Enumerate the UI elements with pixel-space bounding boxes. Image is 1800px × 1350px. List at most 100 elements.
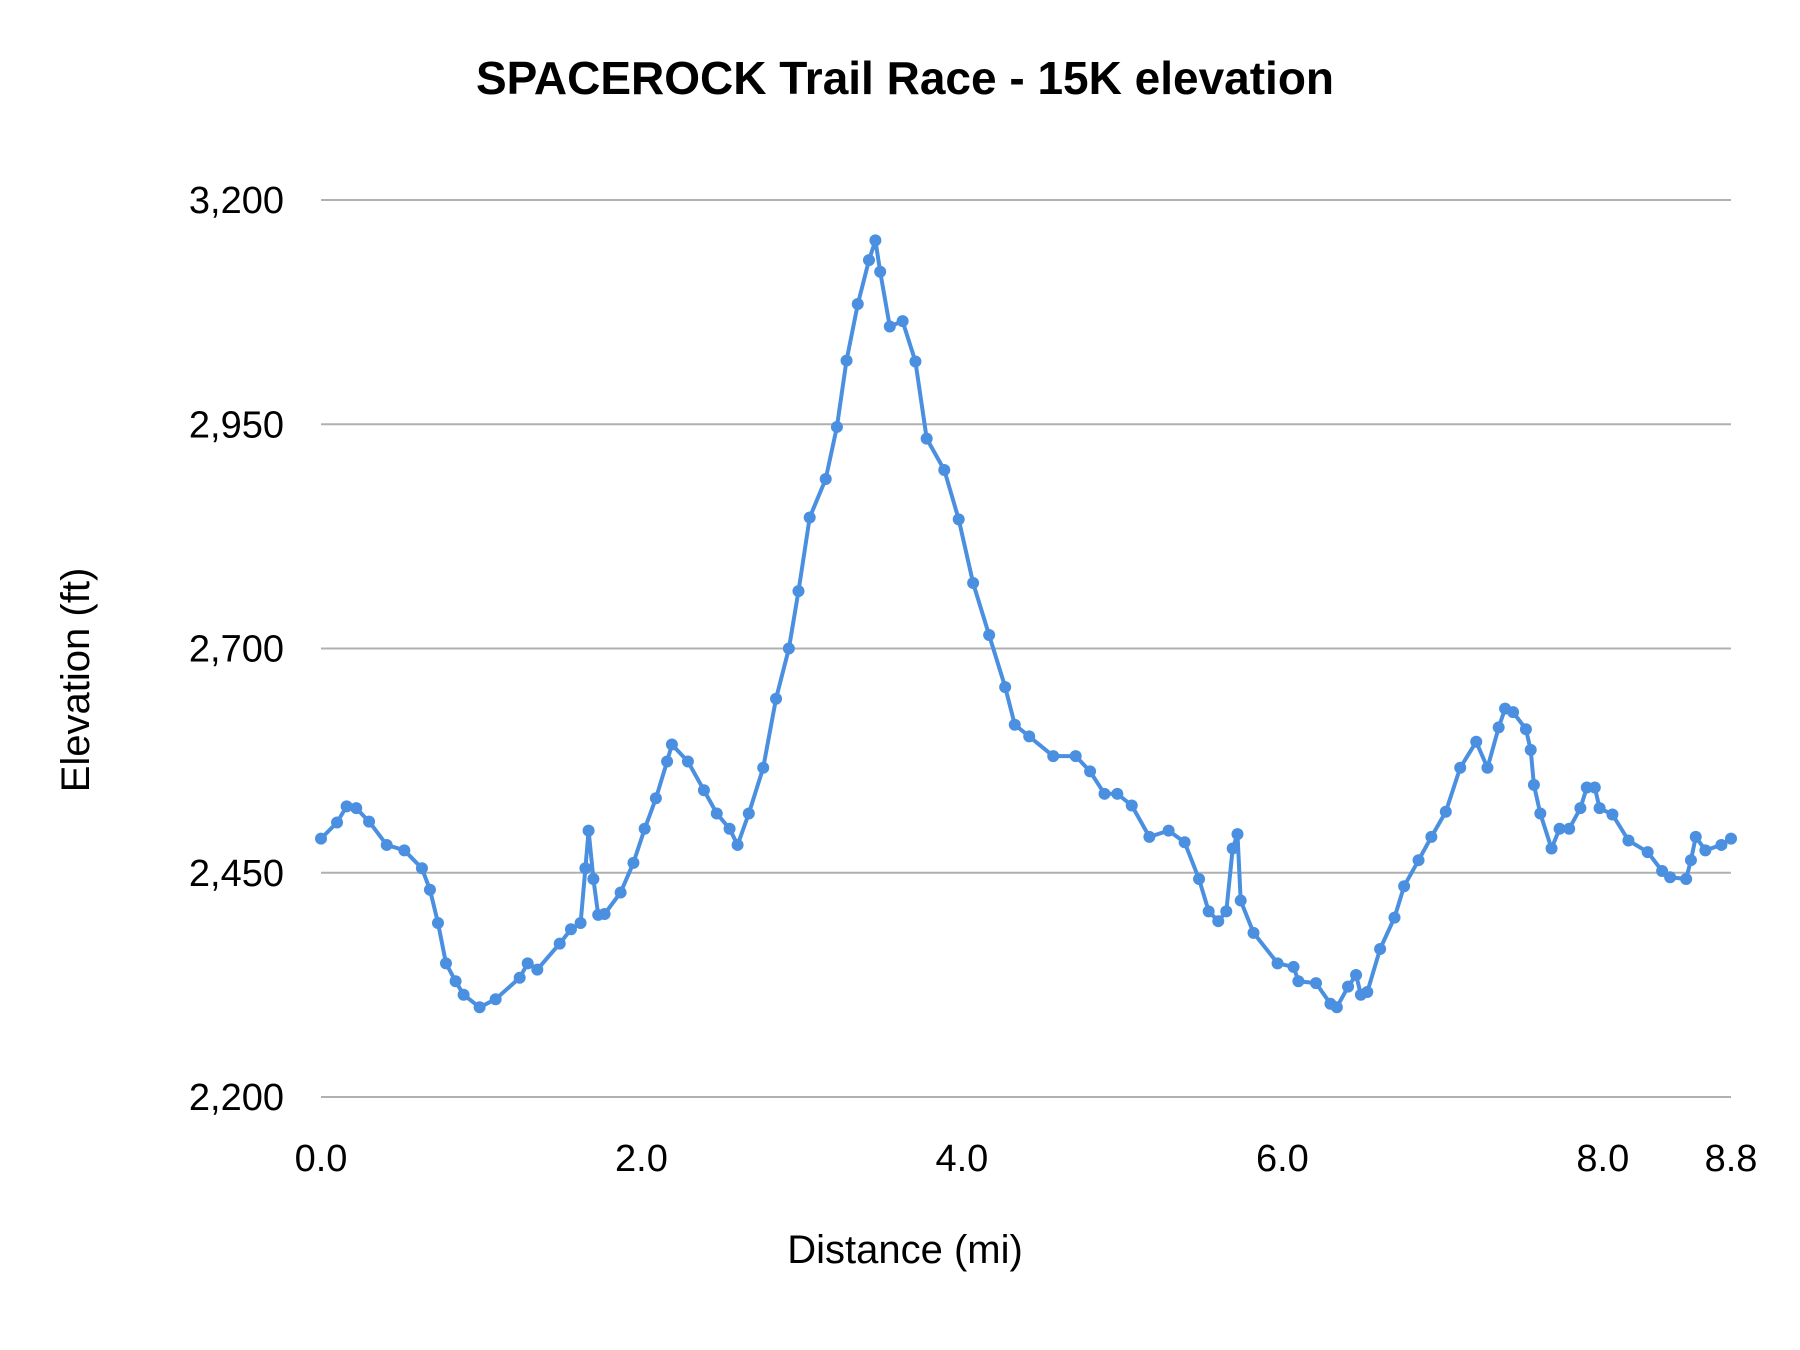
data-point (1111, 787, 1124, 800)
y-tick-label: 2,700 (189, 629, 284, 671)
y-tick-label: 3,200 (189, 180, 284, 222)
data-point (1412, 854, 1425, 867)
data-point (874, 265, 887, 278)
y-tick-label: 2,450 (189, 853, 284, 895)
data-point (840, 354, 853, 367)
data-point (819, 472, 832, 485)
data-point (1388, 911, 1401, 924)
data-point (473, 1001, 486, 1014)
data-point (1220, 905, 1233, 918)
data-point (665, 738, 678, 751)
data-point (1689, 830, 1702, 843)
data-point (1545, 842, 1558, 855)
data-point (1664, 871, 1677, 884)
data-point (1492, 721, 1505, 734)
x-tick-label: 2.0 (615, 1138, 668, 1180)
data-point (489, 993, 502, 1006)
data-point (1606, 808, 1619, 821)
data-point (1287, 960, 1300, 973)
data-point (1439, 805, 1452, 818)
data-point (1481, 761, 1494, 774)
data-point (415, 862, 428, 875)
data-point (661, 755, 674, 768)
x-tick-label: 8.0 (1576, 1138, 1629, 1180)
data-point (1454, 761, 1467, 774)
data-point (574, 916, 587, 929)
data-point (1684, 854, 1697, 867)
data-point (627, 856, 640, 869)
data-point (1593, 802, 1606, 815)
data-point (1725, 832, 1737, 845)
data-point (579, 862, 592, 875)
data-point (1084, 765, 1097, 778)
data-point (1193, 873, 1206, 886)
data-point (331, 816, 344, 829)
data-point (1374, 942, 1387, 955)
data-point (1350, 969, 1363, 982)
data-point (792, 585, 805, 598)
x-axis-title: Distance (mi) (787, 1228, 1023, 1272)
data-point (614, 886, 627, 899)
data-point (920, 432, 933, 445)
data-point (983, 629, 996, 642)
data-point (1212, 915, 1225, 928)
data-point (1680, 873, 1693, 886)
data-point (723, 822, 736, 835)
y-tick-label: 2,950 (189, 404, 284, 446)
data-point (1553, 822, 1566, 835)
x-tick-label: 6.0 (1256, 1138, 1309, 1180)
data-point (1202, 905, 1215, 918)
data-point (1162, 824, 1175, 837)
data-point (1292, 975, 1305, 988)
x-tick-label: 0.0 (295, 1138, 348, 1180)
data-point (1507, 706, 1520, 719)
data-point (782, 642, 795, 655)
data-point (770, 692, 783, 705)
data-point (1524, 743, 1537, 756)
data-point (431, 916, 444, 929)
data-point (697, 784, 710, 797)
data-point (423, 883, 436, 896)
data-point (457, 988, 470, 1001)
data-point (938, 463, 951, 476)
data-point (315, 832, 327, 845)
data-point (638, 822, 651, 835)
elevation-series (315, 234, 1737, 1014)
data-point (869, 234, 882, 247)
data-point (1226, 842, 1239, 855)
data-point (1008, 718, 1021, 731)
data-point (521, 957, 534, 970)
data-point (830, 420, 843, 433)
data-point (398, 844, 411, 857)
data-point (1143, 830, 1156, 843)
data-point (598, 908, 611, 921)
data-point (449, 975, 462, 988)
data-point (1023, 730, 1036, 743)
data-point (1234, 894, 1247, 907)
data-point (1330, 1001, 1343, 1014)
data-point (1098, 787, 1111, 800)
data-point (340, 800, 353, 813)
data-point (582, 824, 595, 837)
data-point (1527, 778, 1540, 791)
data-point (1563, 822, 1576, 835)
data-point (1231, 828, 1244, 841)
data-point (1534, 807, 1547, 820)
y-axis-ticks: 3,200 2,950 2,700 2,450 2,200 (189, 180, 284, 1119)
x-axis-ticks: 0.0 2.0 4.0 6.0 8.0 8.8 (295, 1138, 1758, 1180)
data-point (999, 681, 1012, 694)
data-point (531, 963, 544, 976)
x-tick-label: 8.8 (1705, 1138, 1758, 1180)
data-point (952, 513, 965, 526)
data-point (1310, 977, 1323, 990)
data-point (1574, 802, 1587, 815)
data-point (1398, 880, 1411, 893)
data-point (1622, 834, 1635, 847)
data-point (553, 937, 566, 950)
series-line (319, 238, 1733, 1010)
gridlines (321, 199, 1731, 1098)
data-point (1342, 980, 1355, 993)
data-point (587, 873, 600, 886)
data-point (1247, 926, 1260, 939)
data-point (363, 815, 376, 828)
